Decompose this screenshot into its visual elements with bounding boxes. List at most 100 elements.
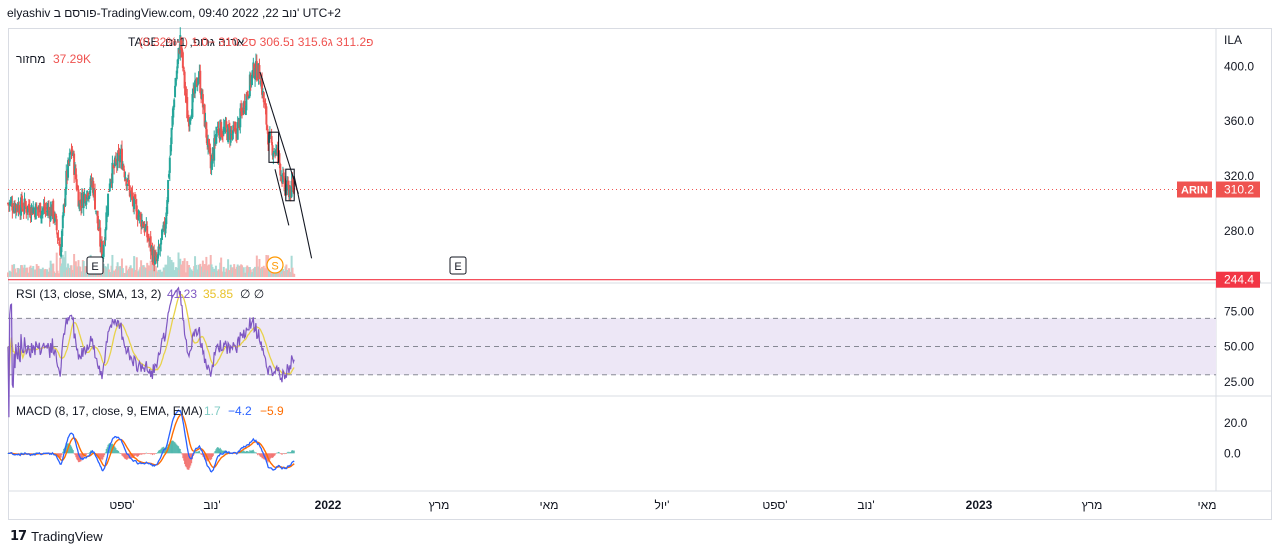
trend-line[interactable] <box>274 169 290 226</box>
macd-hist-bar <box>282 453 284 454</box>
candle-body <box>103 242 106 244</box>
hline-tag-text: 244.4 <box>1224 273 1254 287</box>
candle-body <box>229 130 232 143</box>
candle-body <box>186 97 189 119</box>
volume-bar <box>180 264 183 277</box>
volume-bar <box>135 257 138 277</box>
candle-body <box>184 86 187 96</box>
candle-body <box>45 207 48 209</box>
macd-hist-bar <box>103 453 105 458</box>
macd-hist-bar <box>125 453 127 460</box>
candle-body <box>104 229 107 241</box>
candle-body <box>191 94 194 118</box>
tradingview-brand[interactable]: 17 TradingView <box>10 529 103 544</box>
macd-hist-bar <box>176 444 178 454</box>
candle-body <box>54 214 57 218</box>
earnings-marker-icon[interactable] <box>86 256 104 275</box>
volume-bar <box>201 260 204 277</box>
time-tick: 2023 <box>966 498 993 512</box>
volume-bar <box>111 254 114 277</box>
macd-hist-bar <box>260 453 262 457</box>
macd-hist-bar <box>182 453 184 459</box>
candle-body <box>197 77 200 83</box>
candle-body <box>174 85 177 98</box>
candle-body <box>274 149 277 155</box>
macd-hist-bar <box>275 453 277 454</box>
candle-body <box>247 96 250 99</box>
candle-body <box>138 211 141 217</box>
rsi-legend-value: 41.23 <box>167 287 197 301</box>
trend-line[interactable] <box>293 175 313 259</box>
macd-hist-bar <box>85 453 87 455</box>
candle-body <box>99 227 102 247</box>
publish-caption: elyashiv פורסם ב-TradingView.com, 09:40 … <box>7 6 341 20</box>
macd-hist-bar <box>273 453 275 457</box>
macd-hist-bar <box>20 452 22 454</box>
candle-body <box>220 121 223 138</box>
legend-symbol: ארנה גרופ, 1יום, TASE <box>128 35 245 49</box>
macd-hist-bar <box>97 453 100 459</box>
candle-body <box>165 212 168 225</box>
candles[interactable] <box>7 27 296 272</box>
drawings[interactable] <box>8 71 1216 281</box>
candle-body <box>278 153 281 164</box>
macd-hist-bar <box>293 450 295 454</box>
macd-hist-bar <box>123 453 126 459</box>
candle-body <box>236 122 239 140</box>
candle-body <box>100 240 103 263</box>
candle-body <box>261 78 264 95</box>
rectangle-drawing[interactable] <box>285 168 295 202</box>
time-tick: מאי <box>1198 498 1217 512</box>
candle-body <box>169 145 172 156</box>
macd-hist-bar <box>284 453 286 455</box>
macd-hist-bar <box>288 452 290 454</box>
candle-body <box>84 195 87 204</box>
candle-body <box>270 136 273 143</box>
macd-hist-bar <box>136 453 138 457</box>
candle-body <box>29 216 32 218</box>
macd-hist-bar <box>78 453 80 463</box>
macd-tick: 20.0 <box>1224 416 1248 430</box>
macd-hist-bar <box>118 452 120 454</box>
candle-body <box>213 138 216 161</box>
rsi-sma-line <box>7 293 295 382</box>
time-tick: מרץ <box>429 498 450 512</box>
macd-hist-bar <box>153 453 155 455</box>
trend-line[interactable] <box>259 71 299 195</box>
candle-body <box>243 100 246 111</box>
macd-hist-bar <box>72 450 74 454</box>
macd-hist-bar <box>150 453 152 455</box>
candle-body <box>77 189 80 207</box>
earnings-marker-icon[interactable] <box>449 256 467 275</box>
macd-hist-bar <box>208 453 210 460</box>
candle-body <box>164 224 167 234</box>
candle-body <box>34 203 37 220</box>
split-marker-icon[interactable] <box>266 256 284 274</box>
macd-hist-bar <box>75 453 77 458</box>
candle-body <box>83 193 86 197</box>
rectangle-drawing[interactable] <box>268 131 280 163</box>
macd-hist-bar <box>133 453 135 457</box>
macd-hist-bar <box>245 450 247 454</box>
candle-body <box>64 189 67 206</box>
currency-label: ILA <box>1224 33 1242 47</box>
macd-hist-bar <box>223 450 225 454</box>
candle-body <box>258 65 261 79</box>
macd-hist-bar <box>165 447 167 454</box>
axes: ILA400.0360.0320.0280.0100.0075.0050.002… <box>109 33 1261 512</box>
candle-body <box>22 209 25 212</box>
candle-body <box>97 222 100 231</box>
candle-body <box>94 189 96 210</box>
volume-bar <box>26 267 29 277</box>
macd-hist-bar <box>168 443 170 454</box>
candle-body <box>78 200 81 209</box>
macd-hist-bar <box>257 453 259 456</box>
time-tick: ספט' <box>109 498 134 512</box>
candle-body <box>221 133 224 137</box>
candle-body <box>108 183 111 192</box>
candle-body <box>52 200 55 218</box>
macd-hist-bar <box>250 450 252 454</box>
candle-body <box>79 199 82 204</box>
